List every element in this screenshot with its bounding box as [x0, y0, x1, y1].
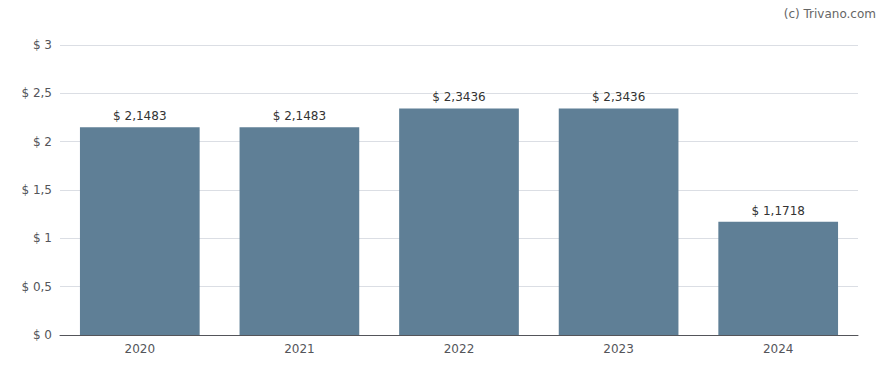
- svg-text:$ 0,5: $ 0,5: [21, 280, 52, 294]
- svg-text:$ 2: $ 2: [33, 135, 52, 149]
- svg-text:$ 1: $ 1: [33, 231, 52, 245]
- svg-text:2023: 2023: [603, 342, 634, 356]
- svg-text:(c) Trivano.com: (c) Trivano.com: [784, 7, 876, 21]
- svg-text:$ 3: $ 3: [33, 38, 52, 52]
- svg-text:$ 2,1483: $ 2,1483: [113, 109, 166, 123]
- svg-text:$ 0: $ 0: [33, 328, 52, 342]
- svg-text:$ 2,3436: $ 2,3436: [432, 90, 485, 104]
- svg-text:$ 2,5: $ 2,5: [21, 86, 52, 100]
- svg-text:2020: 2020: [125, 342, 156, 356]
- svg-text:$ 1,5: $ 1,5: [21, 183, 52, 197]
- svg-text:$ 1,1718: $ 1,1718: [751, 204, 804, 218]
- svg-text:2022: 2022: [444, 342, 475, 356]
- svg-text:2021: 2021: [284, 342, 315, 356]
- svg-text:$ 2,1483: $ 2,1483: [273, 109, 326, 123]
- svg-text:$ 2,3436: $ 2,3436: [592, 90, 645, 104]
- svg-text:2024: 2024: [763, 342, 794, 356]
